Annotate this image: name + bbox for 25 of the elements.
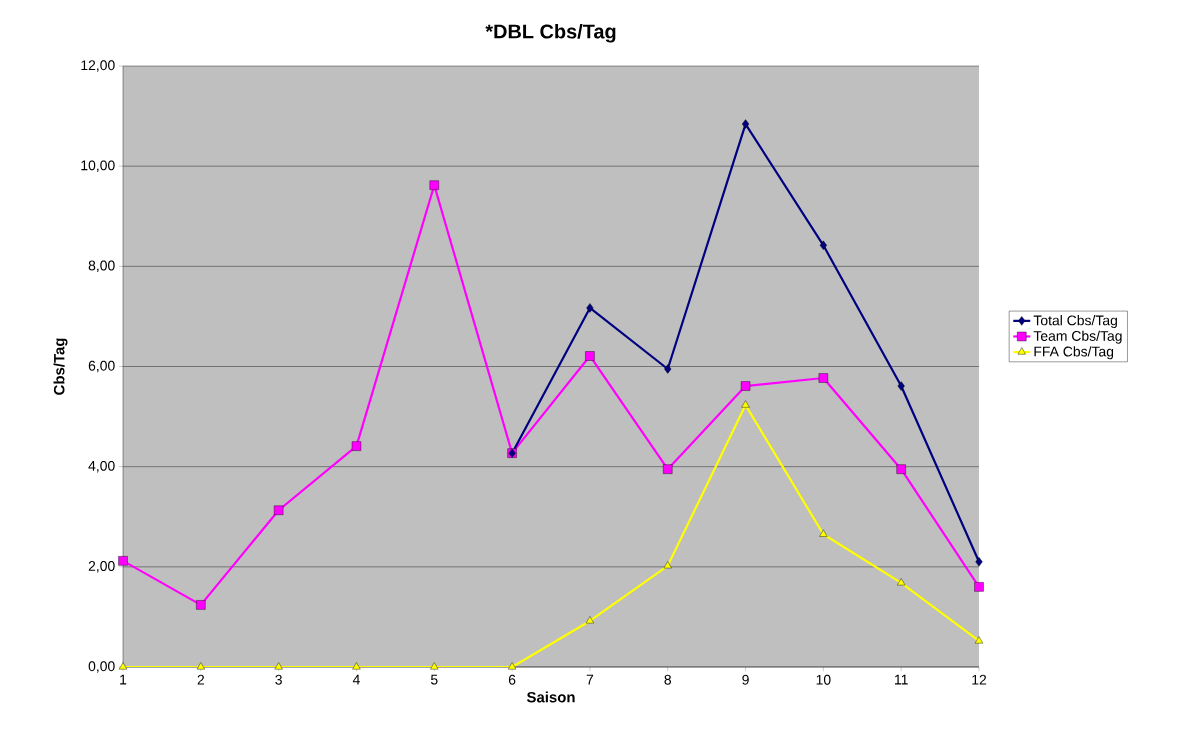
y-axis-title: Cbs/Tag [53,338,68,395]
x-tick-label: 5 [430,674,438,685]
y-tick-label: 0,00 [88,661,115,673]
x-tick-label: 2 [197,674,204,685]
y-tick-label: 2,00 [88,561,115,573]
x-tick-label: 9 [742,674,749,685]
x-axis-title: Saison [526,691,575,703]
y-tick-label: 12,00 [81,60,115,72]
x-tick-label: 11 [895,674,908,685]
legend-label: Team Cbs/Tag [1033,330,1122,344]
x-tick-label: 12 [972,674,987,685]
x-tick-label: 4 [352,674,360,685]
x-tick-label: 1 [120,674,127,685]
legend-label: Total Cbs/Tag [1033,315,1117,329]
y-tick-label: 8,00 [88,260,115,273]
y-tick-label: 6,00 [88,360,115,373]
y-tick-label: 10,00 [81,160,115,172]
chart-title: *DBL Cbs/Tag [485,23,616,43]
x-tick-label: 8 [664,674,672,685]
y-tick-label: 4,00 [88,460,115,473]
x-tick-label: 3 [275,674,282,685]
x-tick-label: 6 [508,674,516,685]
x-tick-label: 7 [586,674,594,685]
legend-label: FFA Cbs/Tag [1034,346,1114,360]
x-tick-label: 10 [816,674,831,685]
